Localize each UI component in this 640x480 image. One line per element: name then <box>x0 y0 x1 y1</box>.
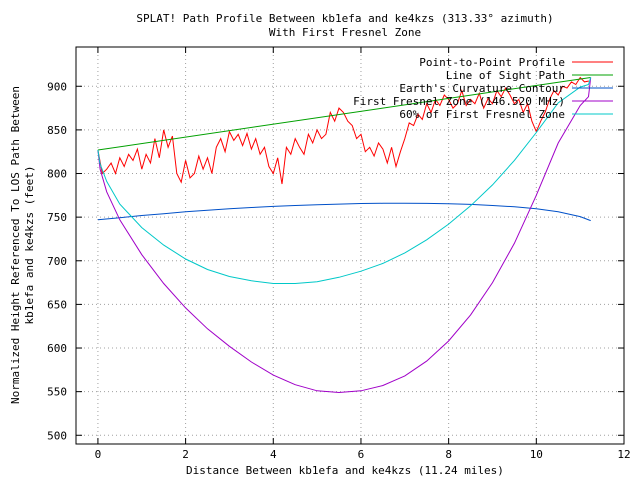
chart-title: SPLAT! Path Profile Between kb1efa and k… <box>136 12 553 25</box>
y-tick-label: 650 <box>47 298 67 311</box>
series-line-5 <box>97 77 592 284</box>
x-tick-label: 6 <box>358 448 365 461</box>
chart-subtitle: With First Fresnel Zone <box>269 26 421 39</box>
y-tick-label: 850 <box>47 124 67 137</box>
x-axis-label: Distance Between kb1efa and ke4kzs (11.2… <box>186 464 504 477</box>
legend-label: Point-to-Point Profile <box>419 56 565 69</box>
axis-ticks: 0 2 4 6 8 10 12 500 550 600 650 700 750 800 850 900 <box>47 47 631 461</box>
legend-label: Earth's Curvature Contour <box>399 82 565 95</box>
y-tick-label: 500 <box>47 429 67 442</box>
y-axis-label-line-1: Normalized Height Referenced To LOS Path… <box>9 86 22 404</box>
legend-label: 60% of First Fresnel Zone <box>399 108 565 121</box>
y-tick-label: 700 <box>47 255 67 268</box>
x-tick-label: 2 <box>182 448 189 461</box>
y-tick-label: 550 <box>47 386 67 399</box>
x-tick-label: 0 <box>95 448 102 461</box>
y-tick-label: 800 <box>47 168 67 181</box>
x-tick-label: 8 <box>445 448 452 461</box>
series-layer <box>97 76 592 394</box>
y-axis-label-line-2: kb1efa and ke4kzs (feet) <box>23 166 36 325</box>
legend-label: First Fresnel Zone (146.520 MHz) <box>353 95 565 108</box>
y-tick-label: 900 <box>47 80 67 93</box>
series-line-4 <box>97 77 592 394</box>
series-line-2 <box>97 77 591 151</box>
y-tick-label: 600 <box>47 342 67 355</box>
series-line-1 <box>97 76 590 185</box>
legend-label: Line of Sight Path <box>446 69 565 82</box>
x-tick-label: 12 <box>617 448 630 461</box>
x-tick-label: 10 <box>530 448 543 461</box>
x-tick-label: 4 <box>270 448 277 461</box>
plot-frame <box>75 46 625 445</box>
y-tick-label: 750 <box>47 211 67 224</box>
series-line-3 <box>97 202 591 222</box>
